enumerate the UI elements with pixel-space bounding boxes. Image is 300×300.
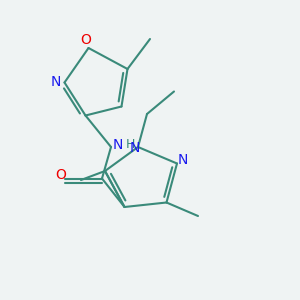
Text: N: N	[51, 76, 61, 89]
Text: N: N	[112, 138, 123, 152]
Text: H: H	[125, 138, 135, 151]
Text: O: O	[56, 168, 66, 182]
Text: N: N	[178, 153, 188, 167]
Text: N: N	[130, 142, 140, 155]
Text: O: O	[81, 33, 92, 46]
